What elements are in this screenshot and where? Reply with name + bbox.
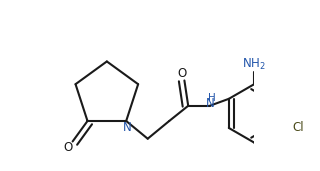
- Text: O: O: [178, 67, 187, 80]
- Text: N: N: [123, 121, 132, 134]
- Text: N: N: [206, 97, 215, 110]
- Text: Cl: Cl: [292, 121, 304, 134]
- Text: O: O: [64, 141, 73, 154]
- Text: H: H: [208, 93, 216, 103]
- Text: NH$_2$: NH$_2$: [242, 57, 266, 72]
